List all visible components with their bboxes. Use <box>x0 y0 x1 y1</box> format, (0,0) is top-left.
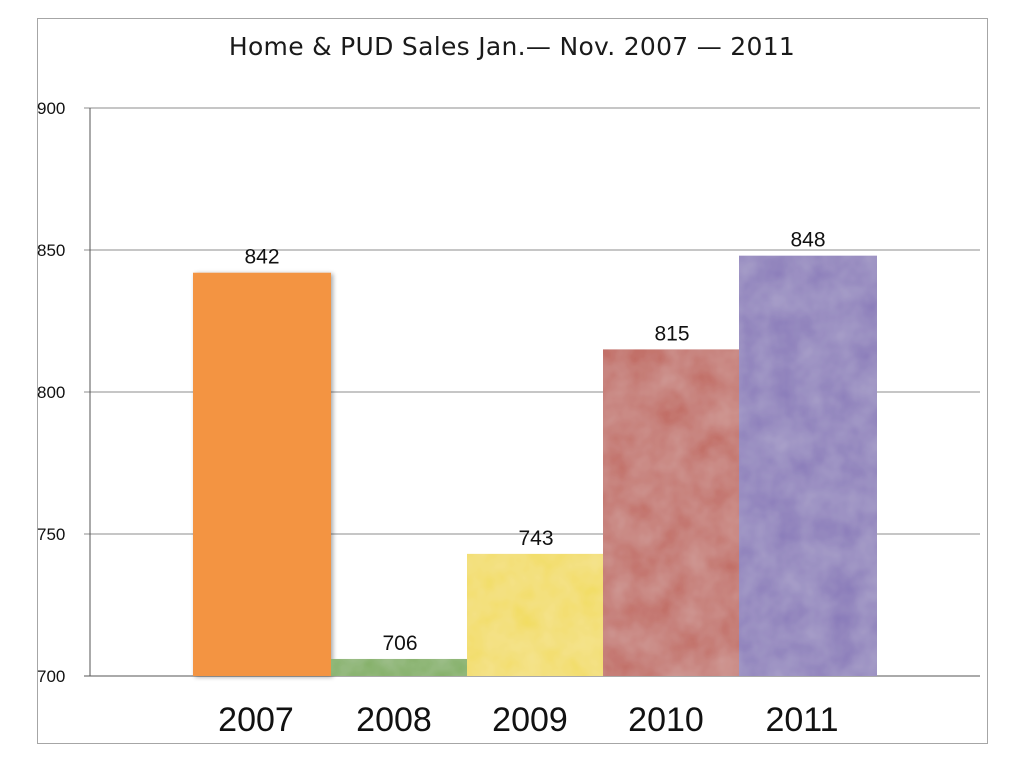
x-tick-label-2007: 2007 <box>218 701 294 739</box>
data-label-2007: 842 <box>244 246 279 269</box>
bar-2007 <box>193 272 331 676</box>
data-label-2008: 706 <box>382 632 417 655</box>
data-label-2009: 743 <box>518 527 553 550</box>
bar-2011 <box>739 255 877 676</box>
y-tick-label: 800 <box>37 383 65 402</box>
x-axis: 2007 2008 2009 2010 2011 <box>218 701 838 739</box>
chart-title: Home & PUD Sales Jan.— Nov. 2007 — 2011 <box>228 32 796 61</box>
bar-2009 <box>467 553 605 676</box>
y-axis: 700 750 800 850 900 <box>37 99 91 686</box>
x-tick-label-2009: 2009 <box>492 701 568 739</box>
bars <box>193 255 877 676</box>
data-labels: 842 706 743 815 848 <box>244 229 825 655</box>
bar-2008 <box>331 658 469 676</box>
x-tick-label-2008: 2008 <box>356 701 432 739</box>
y-tick-label: 700 <box>37 667 65 686</box>
bar-2010 <box>603 349 741 676</box>
y-tick-label: 900 <box>37 99 65 118</box>
data-label-2010: 815 <box>654 322 689 345</box>
data-label-2011: 848 <box>790 229 825 252</box>
x-tick-label-2011: 2011 <box>765 701 838 739</box>
x-tick-label-2010: 2010 <box>628 701 704 739</box>
y-tick-label: 750 <box>37 525 65 544</box>
y-tick-label: 850 <box>37 241 65 260</box>
